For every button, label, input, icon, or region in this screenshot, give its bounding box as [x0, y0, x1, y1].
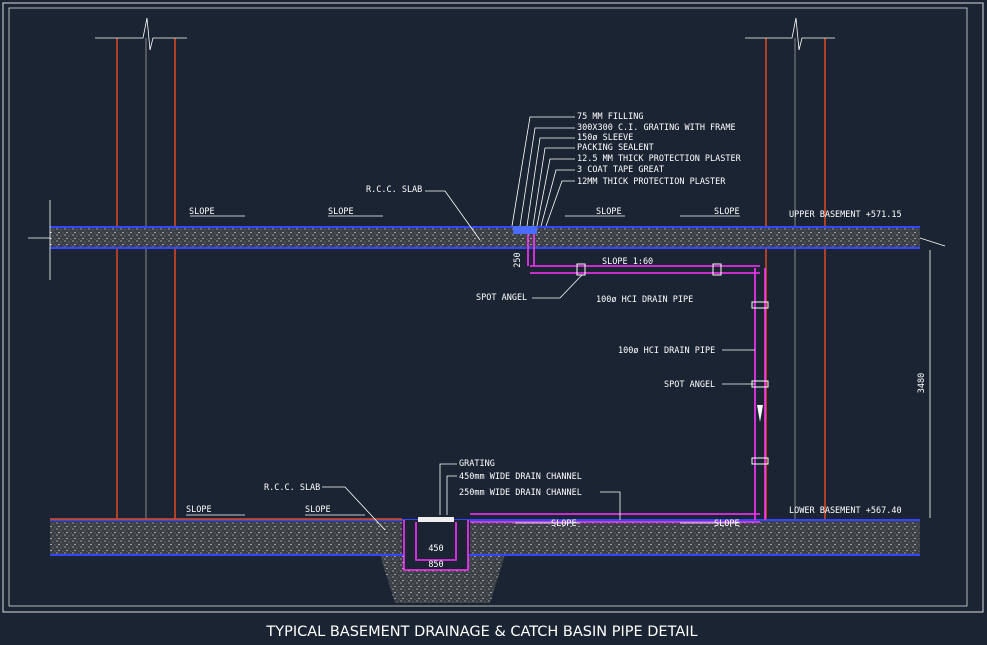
level: UPPER BASEMENT +571.15 — [789, 210, 902, 220]
leaders — [186, 116, 755, 531]
slope: SLOPE — [305, 505, 331, 515]
pipe-label: 100ø HCI DRAIN PIPE — [596, 295, 693, 305]
callout: 75 MM FILLING — [577, 112, 644, 122]
slope: SLOPE — [551, 519, 577, 529]
slope: SLOPE — [714, 207, 740, 217]
pipe-slope: SLOPE 1:60 — [602, 257, 653, 267]
dimension: 3480 — [917, 373, 927, 393]
frame — [2, 2, 984, 613]
columns — [95, 17, 835, 520]
slope: SLOPE — [328, 207, 354, 217]
callout: 12MM THICK PROTECTION PLASTER — [577, 177, 726, 187]
callout: 450mm WIDE DRAIN CHANNEL — [459, 472, 582, 482]
pipes — [470, 226, 931, 523]
callout: PACKING SEALENT — [577, 143, 654, 153]
dimension: 250 — [513, 252, 523, 267]
callout: GRATING — [459, 459, 495, 469]
level: LOWER BASEMENT +567.40 — [789, 506, 902, 516]
spot-label: SPOT ANGEL — [664, 380, 715, 390]
callout: 3 COAT TAPE GREAT — [577, 165, 664, 175]
dimension: 850 — [428, 560, 443, 570]
slope: SLOPE — [596, 207, 622, 217]
labels: 75 MM FILLING 300X300 C.I. GRATING WITH … — [186, 112, 927, 640]
slope: SLOPE — [714, 519, 740, 529]
dimension: 450 — [428, 544, 443, 554]
callout: 250mm WIDE DRAIN CHANNEL — [459, 488, 582, 498]
callout: 150ø SLEEVE — [577, 133, 633, 143]
slab-label: R.C.C. SLAB — [366, 185, 422, 195]
spot-label: SPOT ANGEL — [476, 293, 527, 303]
callout: 12.5 MM THICK PROTECTION PLASTER — [577, 154, 742, 164]
slabs — [28, 200, 946, 603]
slab-label: R.C.C. SLAB — [264, 483, 320, 493]
slope: SLOPE — [189, 207, 215, 217]
slope: SLOPE — [186, 505, 212, 515]
pipe-label: 100ø HCI DRAIN PIPE — [618, 346, 715, 356]
title: TYPICAL BASEMENT DRAINAGE & CATCH BASIN … — [265, 624, 697, 640]
callout: 300X300 C.I. GRATING WITH FRAME — [577, 123, 736, 133]
